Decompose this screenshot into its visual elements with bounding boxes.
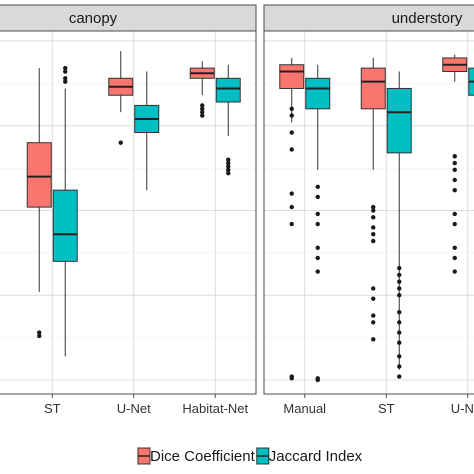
outlier-point — [452, 154, 457, 159]
outlier-point — [371, 204, 376, 210]
outlier-point — [452, 211, 457, 217]
outlier-point — [226, 157, 231, 162]
outlier-point — [371, 320, 376, 325]
outlier-point — [371, 296, 376, 301]
outlier-point — [289, 130, 294, 135]
outlier-point — [226, 171, 231, 176]
outlier-point — [371, 238, 376, 244]
outlier-point — [315, 255, 320, 261]
outlier-point — [452, 245, 457, 250]
box-canopy-u-net-dice-coefficient — [108, 51, 134, 145]
outlier-point — [226, 164, 231, 169]
outlier-point — [315, 211, 320, 217]
box-canopy-habitat-net-jaccard-index — [215, 64, 241, 176]
outlier-point — [37, 330, 42, 335]
outlier-point — [371, 225, 376, 230]
outlier-point — [397, 279, 402, 284]
outlier-point — [371, 337, 376, 342]
outlier-point — [452, 177, 457, 183]
outlier-point — [289, 113, 294, 118]
x-tick-label-understory-manual: Manual — [283, 401, 326, 416]
box-body — [360, 67, 386, 110]
box-understory-u-net-dice-coefficient — [442, 54, 468, 274]
strip-canopy — [0, 4, 257, 32]
legend-label: Dice Coefficient — [150, 448, 256, 465]
box-canopy-habitat-net-dice-coefficient — [189, 61, 215, 118]
outlier-point — [289, 147, 294, 152]
legend-label: Jaccard Index — [269, 448, 363, 465]
box-understory-u-net-jaccard-index — [468, 67, 474, 96]
outlier-point — [315, 184, 320, 189]
box-body — [52, 189, 78, 262]
outlier-point — [63, 69, 68, 74]
box-understory-st-dice-coefficient — [360, 57, 386, 342]
box-body — [305, 77, 331, 110]
outlier-point — [200, 113, 205, 118]
outlier-point — [452, 167, 457, 173]
box-body — [279, 64, 305, 89]
outlier-point — [289, 191, 294, 196]
outlier-point — [397, 354, 402, 359]
outlier-point — [397, 286, 402, 291]
outlier-point — [200, 109, 205, 115]
outlier-point — [371, 313, 376, 318]
outlier-point — [315, 377, 320, 383]
outlier-point — [315, 269, 320, 274]
outlier-point — [397, 364, 402, 369]
x-tick-label-canopy-st: ST — [44, 401, 61, 416]
outlier-point — [452, 160, 457, 166]
box-canopy-st-dice-coefficient — [26, 68, 52, 339]
outlier-point — [63, 79, 68, 84]
outlier-point — [315, 194, 320, 200]
outlier-point — [289, 221, 294, 227]
outlier-point — [226, 160, 231, 166]
outlier-point — [397, 310, 402, 315]
box-canopy-st-jaccard-index — [52, 65, 78, 357]
outlier-point — [37, 333, 42, 339]
strip-label-understory: understory — [392, 10, 463, 27]
outlier-point — [315, 221, 320, 227]
box-understory-manual-dice-coefficient — [279, 57, 305, 381]
outlier-point — [397, 293, 402, 298]
outlier-point — [289, 204, 294, 210]
x-tick-label-understory-u-net: U-Net — [451, 401, 474, 416]
x-tick-label-canopy-habitat-net: Habitat-Net — [182, 401, 248, 416]
outlier-point — [200, 106, 205, 112]
outlier-point — [63, 65, 68, 71]
outlier-point — [397, 272, 402, 278]
outlier-point — [315, 245, 320, 250]
outlier-point — [118, 140, 123, 145]
box-understory-manual-jaccard-index — [305, 64, 331, 383]
strip-label-canopy: canopy — [69, 10, 118, 27]
x-tick-label-canopy-u-net: U-Net — [117, 401, 151, 416]
outlier-point — [371, 208, 376, 213]
outlier-point — [397, 320, 402, 325]
outlier-point — [289, 106, 294, 112]
box-body — [386, 87, 412, 154]
legend-item-dice-coefficient: Dice Coefficient — [137, 447, 256, 465]
outlier-point — [371, 286, 376, 291]
strip-understory — [263, 4, 474, 32]
box-body — [215, 77, 241, 103]
outlier-point — [200, 103, 205, 108]
outlier-point — [452, 255, 457, 261]
outlier-point — [452, 269, 457, 274]
outlier-point — [452, 221, 457, 227]
outlier-point — [371, 232, 376, 237]
outlier-point — [226, 167, 231, 173]
box-canopy-u-net-jaccard-index — [134, 71, 160, 191]
outlier-point — [63, 76, 68, 81]
outlier-point — [397, 374, 402, 379]
outlier-point — [397, 340, 402, 345]
legend-item-jaccard-index: Jaccard Index — [256, 447, 363, 465]
outlier-point — [452, 187, 457, 193]
box-understory-st-jaccard-index — [386, 71, 412, 379]
outlier-point — [397, 265, 402, 271]
box-body — [26, 142, 52, 208]
outlier-point — [289, 376, 294, 381]
outlier-point — [371, 215, 376, 220]
outlier-point — [397, 330, 402, 335]
x-tick-label-understory-st: ST — [378, 401, 395, 416]
